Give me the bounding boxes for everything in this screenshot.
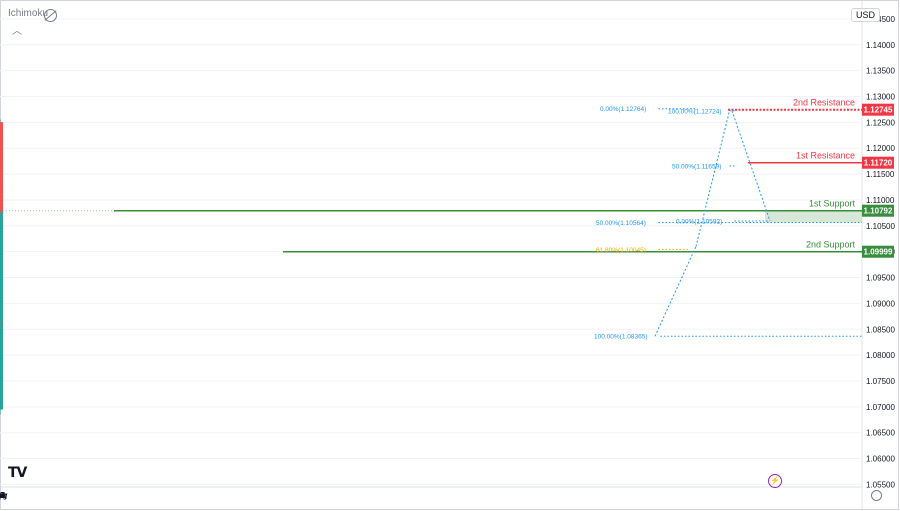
fib-label: 100.00%(1.08365) [594, 334, 648, 341]
price-tag [862, 103, 894, 116]
y-tick-label: 1.13000 [866, 93, 895, 102]
candle-body [0, 389, 3, 403]
y-tick-label: 1.07500 [866, 377, 895, 386]
level-label: 1st Resistance [796, 151, 855, 161]
candle-body [0, 275, 3, 317]
y-tick-label: 1.14000 [866, 41, 895, 50]
x-tick-label: Jun [0, 491, 6, 500]
fib-label: 0.00%(1.12764) [600, 106, 646, 113]
y-tick-label: 1.11500 [866, 170, 895, 179]
level-label: 2nd Support [806, 240, 856, 250]
level-label: 1st Support [809, 199, 856, 209]
price-tag-text: 1.10792 [864, 207, 893, 216]
lightning-icon[interactable]: ⚡ [768, 474, 782, 488]
price-tag-text: 1.09999 [864, 248, 893, 257]
candle-body [0, 195, 3, 243]
eye-icon[interactable] [44, 9, 57, 22]
x-tick-label: 10 [0, 491, 5, 500]
tradingview-logo: TV [8, 465, 27, 481]
x-tick-label: 20 [0, 491, 5, 500]
fib-label: 50.00%(1.11659) [672, 163, 721, 170]
candle-body [0, 402, 3, 407]
currency-button[interactable]: USD [850, 8, 880, 22]
indicator-label[interactable]: Ichimoku [8, 8, 49, 19]
candle-body [0, 385, 3, 387]
candle-body [0, 242, 3, 276]
price-tag [862, 156, 894, 169]
candle-body [0, 204, 3, 211]
candle-body [0, 404, 3, 410]
y-tick-label: 1.14500 [866, 15, 895, 24]
price-tag [862, 204, 894, 217]
x-tick-label: 12 [0, 491, 5, 500]
y-tick-label: 1.10500 [866, 222, 895, 231]
fib-label: 0.00%(1.10592) [676, 219, 722, 226]
x-tick-label: 15 [0, 491, 5, 500]
price-tag-text: 1.12745 [864, 106, 893, 115]
candle-body [0, 165, 3, 188]
x-tick-label: Jul [0, 491, 5, 500]
x-tick-label: Aug [0, 491, 7, 500]
candle-body [0, 320, 3, 344]
x-tick-label: 23 [0, 491, 5, 500]
chevron-up-icon[interactable]: ︿ [12, 26, 22, 37]
y-tick-label: 1.13500 [866, 67, 895, 76]
fib-connector [731, 110, 771, 222]
candle-body [0, 343, 3, 368]
x-tick-label: 24 [0, 491, 5, 500]
y-tick-label: 1.12500 [866, 118, 895, 127]
price-tag-text: 1.11720 [864, 159, 893, 168]
candle-body [0, 143, 3, 166]
y-tick-label: 1.12000 [866, 144, 895, 153]
y-tick-label: 1.06500 [866, 429, 895, 438]
candle-body [0, 128, 3, 144]
fib-label: 100.00%(1.12724) [668, 108, 722, 115]
y-tick-label: 1.07000 [866, 403, 895, 412]
y-tick-label: 1.11000 [866, 196, 895, 205]
y-tick-label: 1.05500 [866, 480, 895, 489]
fib-connector [654, 246, 697, 337]
gear-icon[interactable] [871, 490, 882, 501]
candle-body [0, 122, 3, 129]
y-tick-label: 1.06000 [866, 455, 895, 464]
y-tick-label: 1.09000 [866, 299, 895, 308]
support-zone [765, 210, 862, 223]
candle-body [0, 187, 3, 205]
x-tick-label: May [0, 491, 8, 500]
fib-label: 61.80%(1.10045) [596, 247, 646, 254]
y-tick-label: 1.09500 [866, 274, 895, 283]
candle-body [0, 367, 3, 386]
fib-label: 50.00%(1.10564) [596, 220, 646, 227]
candle-body [0, 316, 3, 321]
price-tag [862, 245, 894, 258]
x-tick-label: 10 [0, 491, 5, 500]
x-tick-label: Apr [0, 491, 7, 500]
y-tick-label: 1.08500 [866, 325, 895, 334]
level-label: 2nd Resistance [793, 98, 855, 108]
y-tick-label: 1.08000 [866, 351, 895, 360]
x-tick-label: 18 [0, 491, 5, 500]
candle-body [0, 385, 3, 390]
